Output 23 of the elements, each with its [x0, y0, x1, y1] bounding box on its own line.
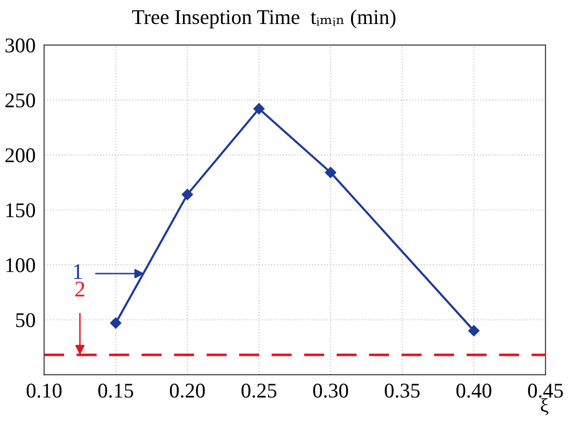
x-tick-label: 0.35 — [384, 384, 420, 398]
y-tick-label: 150 — [6, 203, 35, 218]
x-tick-label: 0.20 — [170, 384, 205, 398]
point — [110, 317, 122, 329]
annotation: 1 — [74, 264, 82, 279]
y-tick-label: 100 — [6, 258, 35, 272]
point — [182, 188, 193, 200]
x-tick-label: 0.15 — [98, 384, 134, 398]
x-tick-label: 0.10 — [26, 384, 62, 398]
y-tick-label: 200 — [5, 148, 35, 162]
x-axis-title: ξ — [540, 398, 548, 416]
x-tick-label: 0.40 — [456, 384, 492, 398]
y-tick-label: 50 — [16, 313, 35, 328]
annotation: 2 — [75, 282, 84, 296]
point — [253, 103, 265, 114]
x-tick-label: 0.45 — [528, 384, 563, 398]
point — [468, 325, 480, 336]
y-tick-label: 300 — [6, 38, 35, 52]
x-tick-label: 0.25 — [242, 384, 276, 398]
y-tick-label: 250 — [5, 93, 35, 108]
point — [325, 166, 336, 178]
y-axis-title: Tree Inseption Time tᵢₘᵢₙ (min) — [132, 10, 396, 28]
x-tick-label: 0.30 — [313, 384, 348, 398]
